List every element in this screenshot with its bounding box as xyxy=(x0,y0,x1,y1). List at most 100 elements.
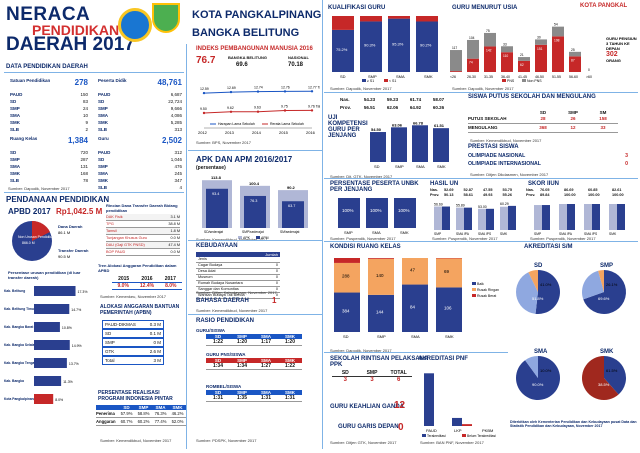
ruang-value: 168 xyxy=(80,171,88,176)
umur-non-label: 33 xyxy=(503,42,507,46)
pnf-terakreditasi-bar xyxy=(424,373,434,426)
ukg-bar xyxy=(391,127,407,162)
rasio-header-cell: SMK xyxy=(285,358,295,363)
kual-s1-bar xyxy=(388,18,410,72)
realisasi-cell: 46.2% xyxy=(171,411,184,416)
pct-bar-label: 14.7% xyxy=(71,308,81,312)
hasil-top-cell: 55.26 xyxy=(502,193,513,197)
realisasi-title: PERSENTASE REALISASI PROGRAM INDONESIA P… xyxy=(98,390,173,402)
rls-point xyxy=(256,110,260,113)
ppk-header: SD SMP TOTAL xyxy=(332,370,412,377)
guru-value: 347 xyxy=(174,178,182,183)
unbk-bar xyxy=(338,198,360,228)
kebudayaan-title: KEBUDAYAAN xyxy=(196,243,238,249)
kemenkeu-source: Sumber: Kemenkeu, November 2017 xyxy=(100,294,167,299)
ipm-title: INDEKS PEMBANGUNAN MANUSIA 2016 xyxy=(196,46,313,52)
ukg-bar xyxy=(370,132,386,162)
ruang-key: SMK xyxy=(10,171,20,176)
pnf-legend-b: Belum Terakreditasi xyxy=(467,434,496,438)
skor-title: SKOR IIUN xyxy=(528,181,560,187)
prestasi-key: OLIMPIADE INTERNASIONAL xyxy=(468,161,541,167)
hls-point xyxy=(202,91,206,95)
pie-dana-daerah xyxy=(32,220,50,241)
satuan-value: 10 xyxy=(82,113,88,118)
kual-label: 90.3% xyxy=(364,43,376,48)
kual-category: SD xyxy=(340,74,346,79)
alokasi-key: SMP xyxy=(105,340,115,345)
rasio-header-cell: SD xyxy=(214,334,222,339)
pct-bar-name: Kab. Bangka xyxy=(4,379,24,383)
hls-label: 12.59 xyxy=(200,87,209,91)
pendanaan-title: PENDANAAN PENDIDIKAN xyxy=(6,195,110,204)
guru-umur-title: GURU MENURUT USIA xyxy=(452,5,518,11)
ukg-top-row: Nas. 54.23 59.23 61.74 58.07 xyxy=(340,96,450,104)
unbk-label: 100% xyxy=(370,208,382,213)
realisasi-cell: 57.9% xyxy=(120,411,133,416)
pct-bar-label: 17.3% xyxy=(78,290,88,294)
trend-value: 8.0% xyxy=(165,283,177,289)
ruang-value: 287 xyxy=(80,157,88,162)
skor-top-cell: 60.85 xyxy=(588,188,598,192)
akr-pie-name: SMK xyxy=(600,349,614,355)
akr-pie-label-a: 51.8% xyxy=(532,296,544,301)
kual-non-bar xyxy=(416,16,438,22)
umur-category: 41-45 xyxy=(518,75,527,79)
umur-pns-label: 198 xyxy=(554,38,560,42)
ipm-legend-rls: Rerata Lama Sekolah xyxy=(270,122,304,126)
akr-pie-slice xyxy=(582,270,604,300)
hasil-top-key: Prov. xyxy=(430,193,440,197)
rls-point xyxy=(229,110,233,113)
unbk-bar xyxy=(394,198,416,228)
satuan-label: Satuan Pendidikan xyxy=(10,78,51,83)
kondisi-baik-bar xyxy=(334,292,360,332)
rasio-cell: 1:20 xyxy=(236,339,247,345)
kondisi-ringan-label: 140 xyxy=(376,273,384,278)
skor-top-cell: 100.00 xyxy=(588,193,600,197)
kual-s1-bar xyxy=(332,29,354,72)
prestasi-table: OLIMPIADE NASIONAL 3 OLIMPIADE INTERNASION… xyxy=(468,152,628,168)
alokasi-value: 0.3 M xyxy=(149,322,161,327)
hls-label: 12.76 xyxy=(281,85,290,89)
kondisi-baik-label: 144 xyxy=(376,309,384,314)
kondisi-baik-bar xyxy=(436,287,462,332)
skor-top-cell: Nas. xyxy=(526,188,535,192)
rasio-header-cell: SMP xyxy=(237,334,247,339)
putus-cell: 33 xyxy=(600,125,606,130)
apk-title: APK DAN APM 2016/2017 xyxy=(196,155,293,164)
realisasi-header-cell: SMA xyxy=(155,405,166,410)
kondisi-ringan-label: 288 xyxy=(342,274,350,279)
apk-source: Sumber: Kemendikbud, November 2017 xyxy=(196,237,267,242)
satuan-key: SMA xyxy=(10,113,20,118)
rasio-header: SD SMP SMA SMK xyxy=(206,390,302,395)
ukg-label: 54.50 xyxy=(371,127,382,132)
kondisi-baik-bar xyxy=(368,294,394,332)
peserta-value: 9,666 xyxy=(170,106,182,111)
akr-pie-label-b: 10.0% xyxy=(540,368,552,373)
umur-pns-label: 74 xyxy=(469,61,473,65)
hasil-top-cell: 52.87 xyxy=(463,188,474,192)
ruang-key: SD xyxy=(10,150,17,155)
hasil-label: 55.89 xyxy=(456,204,465,208)
ppk-cell: 3 xyxy=(343,377,347,383)
pct-bar xyxy=(34,394,54,404)
rombel-label: ROMBEL/SISWA xyxy=(206,384,242,389)
rincian-value: 3.1 M xyxy=(170,215,181,219)
pct-bar xyxy=(34,322,60,332)
putus-key: MENGULANG xyxy=(468,125,498,130)
apk-label: 100.4 xyxy=(249,181,260,186)
unbk-source: Sumber: Puspendik, November 2017 xyxy=(330,236,396,241)
pensiun-unit: ORANG xyxy=(606,58,621,63)
title-line1: NERACA xyxy=(6,4,91,25)
ipm-nasional-label: NASIONAL xyxy=(288,55,309,60)
hasil-un-bar-chart: 56.69 SMP 55.89 SMA IPA 53.00 SMA IPS 60.29 SMK xyxy=(434,202,516,236)
umur-non-label: 104 xyxy=(469,36,475,40)
pnf-belum-bar xyxy=(462,424,472,426)
rasio-header-cell: SMA xyxy=(261,334,271,339)
rincian-value: 0.0 M xyxy=(170,250,181,254)
apk-legend-apm: APM xyxy=(261,236,269,240)
rls-label: 9.63 xyxy=(254,106,261,110)
ruang-block: Ruang Kelas 1,384 SD 720 SMP 287 SMA 131 SMK 168… xyxy=(10,136,88,184)
trend-table: 2015 2016 2017 9.0% 12.4% 8.0% xyxy=(112,276,182,290)
pct-bar xyxy=(34,340,70,350)
putus-header-cell: SM xyxy=(599,110,607,115)
